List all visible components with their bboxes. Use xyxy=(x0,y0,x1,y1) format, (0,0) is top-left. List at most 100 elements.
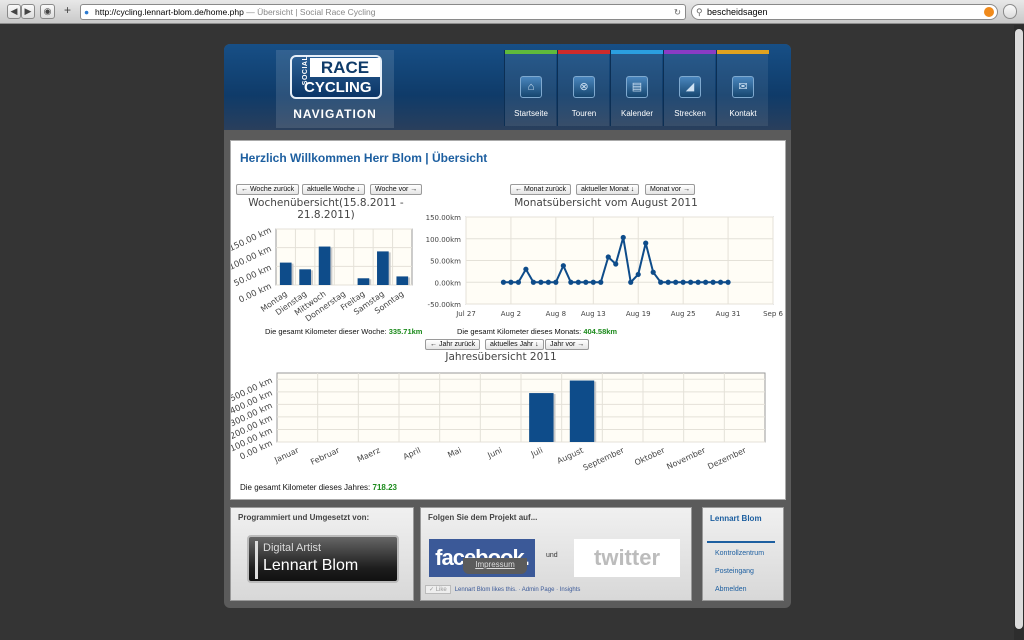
month-chart-title: Monatsübersicht vom August 2011 xyxy=(514,197,698,209)
month-next-button[interactable]: Monat vor → xyxy=(645,184,696,195)
year-current-button[interactable]: aktuelles Jahr ↓ xyxy=(485,339,544,350)
logo-cycling: CYCLING xyxy=(304,79,372,96)
route-icon: ◢ xyxy=(679,76,701,98)
nav-label: Strecken xyxy=(674,109,706,118)
back-button[interactable]: ◀ xyxy=(7,4,21,19)
url-page-title: — Übersicht | Social Race Cycling xyxy=(246,7,376,17)
year-xtick: Juli xyxy=(529,446,544,460)
nav-item-startseite[interactable]: ⌂ Startseite xyxy=(504,50,557,126)
bookmark-icon[interactable] xyxy=(1003,4,1017,19)
month-data-point xyxy=(643,240,649,246)
forward-button[interactable]: ▶ xyxy=(21,4,35,19)
month-ytick: 100.00km xyxy=(426,236,462,244)
month-data-point xyxy=(590,279,596,285)
month-data-point xyxy=(553,279,559,285)
new-tab-icon[interactable]: + xyxy=(64,3,72,17)
week-next-button[interactable]: Woche vor → xyxy=(370,184,423,195)
year-chart-title: Jahresübersicht 2011 xyxy=(445,351,557,363)
nav-item-kontakt[interactable]: ✉ Kontakt xyxy=(716,50,769,126)
week-summary-label: Die gesamt Kilometer dieser Woche: xyxy=(265,327,387,336)
and-text: und xyxy=(546,552,558,559)
like-button[interactable]: ✓ Like xyxy=(425,585,451,594)
month-xtick: Aug 2 xyxy=(501,310,521,318)
week-summary-value: 335.71km xyxy=(388,327,423,336)
artist-line1: Digital Artist xyxy=(263,542,322,554)
month-data-point xyxy=(515,279,522,285)
site-container: SOCIAL RACE CYCLING NAVIGATION ⌂ Startsei… xyxy=(224,44,791,608)
nav-item-kalender[interactable]: ▤ Kalender xyxy=(610,50,663,126)
month-data-point xyxy=(635,271,641,278)
snapback-icon[interactable] xyxy=(984,7,994,17)
social-heading: Folgen Sie dem Projekt auf... xyxy=(428,513,538,522)
address-bar[interactable]: ● http://cycling.lennart-blom.de/home.ph… xyxy=(80,4,686,20)
month-ytick: 150.00km xyxy=(426,214,462,222)
year-next-button[interactable]: Jahr vor → xyxy=(545,339,590,350)
month-data-point xyxy=(725,279,731,285)
month-data-point xyxy=(508,279,514,285)
month-data-point xyxy=(568,279,574,285)
digital-artist-logo[interactable]: Digital Artist Lennart Blom xyxy=(247,535,399,583)
month-current-button[interactable]: aktueller Monat ↓ xyxy=(576,184,640,195)
link-kontrollzentrum[interactable]: Kontrollzentrum xyxy=(715,550,765,557)
footer-panels: Programmiert und Umgesetzt von: Digital … xyxy=(230,507,786,601)
site-header: SOCIAL RACE CYCLING NAVIGATION ⌂ Startsei… xyxy=(224,44,791,130)
month-data-point xyxy=(500,279,507,285)
month-summary-label: Die gesamt Kilometer dieses Monats: xyxy=(457,327,582,336)
search-field[interactable]: ⚲ bescheidsagen xyxy=(691,4,998,20)
month-data-point xyxy=(665,279,671,285)
week-bar xyxy=(299,269,311,285)
facebook-like-bar: ✓ Like Lennart Blom likes this. · Admin P… xyxy=(425,585,580,594)
week-plot-area xyxy=(275,228,413,286)
nav-label: Kalender xyxy=(620,109,654,118)
artist-line2: Lennart Blom xyxy=(263,557,359,574)
link-posteingang[interactable]: Posteingang xyxy=(715,568,754,575)
month-xtick: Aug 8 xyxy=(546,310,566,318)
privacy-icon[interactable]: ◉ xyxy=(40,4,55,19)
impressum-link[interactable]: Impressum xyxy=(463,558,527,574)
month-summary: Die gesamt Kilometer dieses Monats: 404.… xyxy=(457,327,617,336)
month-data-point xyxy=(523,266,529,272)
contact-icon: ✉ xyxy=(732,76,754,98)
month-data-point xyxy=(703,279,709,285)
month-data-point xyxy=(560,263,566,269)
bike-icon: ⊗ xyxy=(573,76,595,98)
user-panel: Lennart Blom Kontrollzentrum Posteingang… xyxy=(702,507,784,601)
month-back-button[interactable]: ← Monat zurück xyxy=(510,184,571,195)
credits-heading: Programmiert und Umgesetzt von: xyxy=(238,513,370,522)
year-xtick: Oktober xyxy=(633,445,667,467)
week-bar xyxy=(396,276,409,285)
user-name[interactable]: Lennart Blom xyxy=(710,514,762,523)
month-xtick: Sep 6 xyxy=(763,310,783,318)
month-xtick: Aug 19 xyxy=(626,310,651,318)
nav-item-touren[interactable]: ⊗ Touren xyxy=(557,50,610,126)
link-abmelden[interactable]: Abmelden xyxy=(715,586,747,593)
twitter-logo[interactable]: twitter xyxy=(574,539,680,577)
globe-icon: ● xyxy=(84,7,90,17)
nav-color-stripe xyxy=(717,50,769,54)
week-current-button[interactable]: aktuelle Woche ↓ xyxy=(302,184,366,195)
week-back-button[interactable]: ← Woche zurück xyxy=(236,184,300,195)
week-bar xyxy=(377,251,389,285)
search-icon: ⚲ xyxy=(696,7,703,17)
nav-item-strecken[interactable]: ◢ Strecken xyxy=(663,50,716,126)
year-xtick: September xyxy=(582,445,627,471)
year-xtick: Juni xyxy=(485,446,503,461)
month-data-point xyxy=(545,279,551,285)
year-xtick: April xyxy=(402,446,422,462)
reload-icon[interactable]: ↻ xyxy=(673,7,681,17)
month-data-point xyxy=(538,279,544,285)
month-data-point xyxy=(583,279,589,285)
site-logo[interactable]: SOCIAL RACE CYCLING NAVIGATION xyxy=(276,50,394,128)
nav-label: Kontakt xyxy=(729,109,757,118)
like-text[interactable]: Lennart Blom likes this. · Admin Page · … xyxy=(454,587,581,593)
year-back-button[interactable]: ← Jahr zurück xyxy=(425,339,481,350)
home-icon: ⌂ xyxy=(520,76,542,98)
year-summary: Die gesamt Kilometer dieses Jahres: 718.… xyxy=(240,483,397,492)
month-chart: -50.00km 0.00km 50.00km 100.00km 150.00km Jul… xyxy=(426,214,784,318)
scrollbar-thumb[interactable] xyxy=(1015,29,1023,629)
nav-label: Startseite xyxy=(514,109,548,118)
month-data-point xyxy=(620,234,626,241)
scrollbar[interactable] xyxy=(1014,25,1024,640)
year-xtick: Februar xyxy=(309,445,341,466)
